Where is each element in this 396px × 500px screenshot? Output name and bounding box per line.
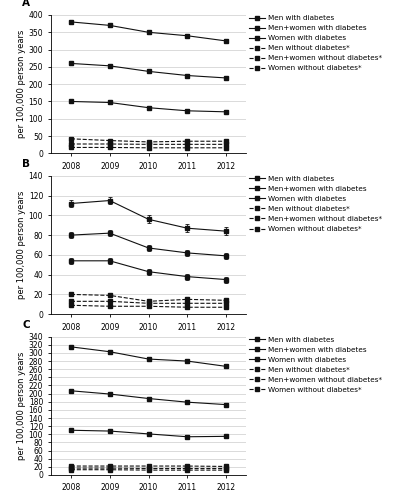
- Y-axis label: per 100,000 person years: per 100,000 person years: [17, 191, 26, 299]
- Y-axis label: per 100,000 person years: per 100,000 person years: [17, 30, 26, 138]
- Y-axis label: per 100,000 person years: per 100,000 person years: [17, 352, 26, 460]
- Text: C: C: [23, 320, 30, 330]
- Legend: Men with diabetes, Men+women with diabetes, Women with diabetes, Men without dia: Men with diabetes, Men+women with diabet…: [249, 176, 382, 232]
- Text: A: A: [23, 0, 30, 8]
- Legend: Men with diabetes, Men+women with diabetes, Women with diabetes, Men without dia: Men with diabetes, Men+women with diabet…: [249, 15, 382, 71]
- Text: B: B: [23, 159, 30, 169]
- Legend: Men with diabetes, Men+women with diabetes, Women with diabetes, Men without dia: Men with diabetes, Men+women with diabet…: [249, 336, 382, 393]
